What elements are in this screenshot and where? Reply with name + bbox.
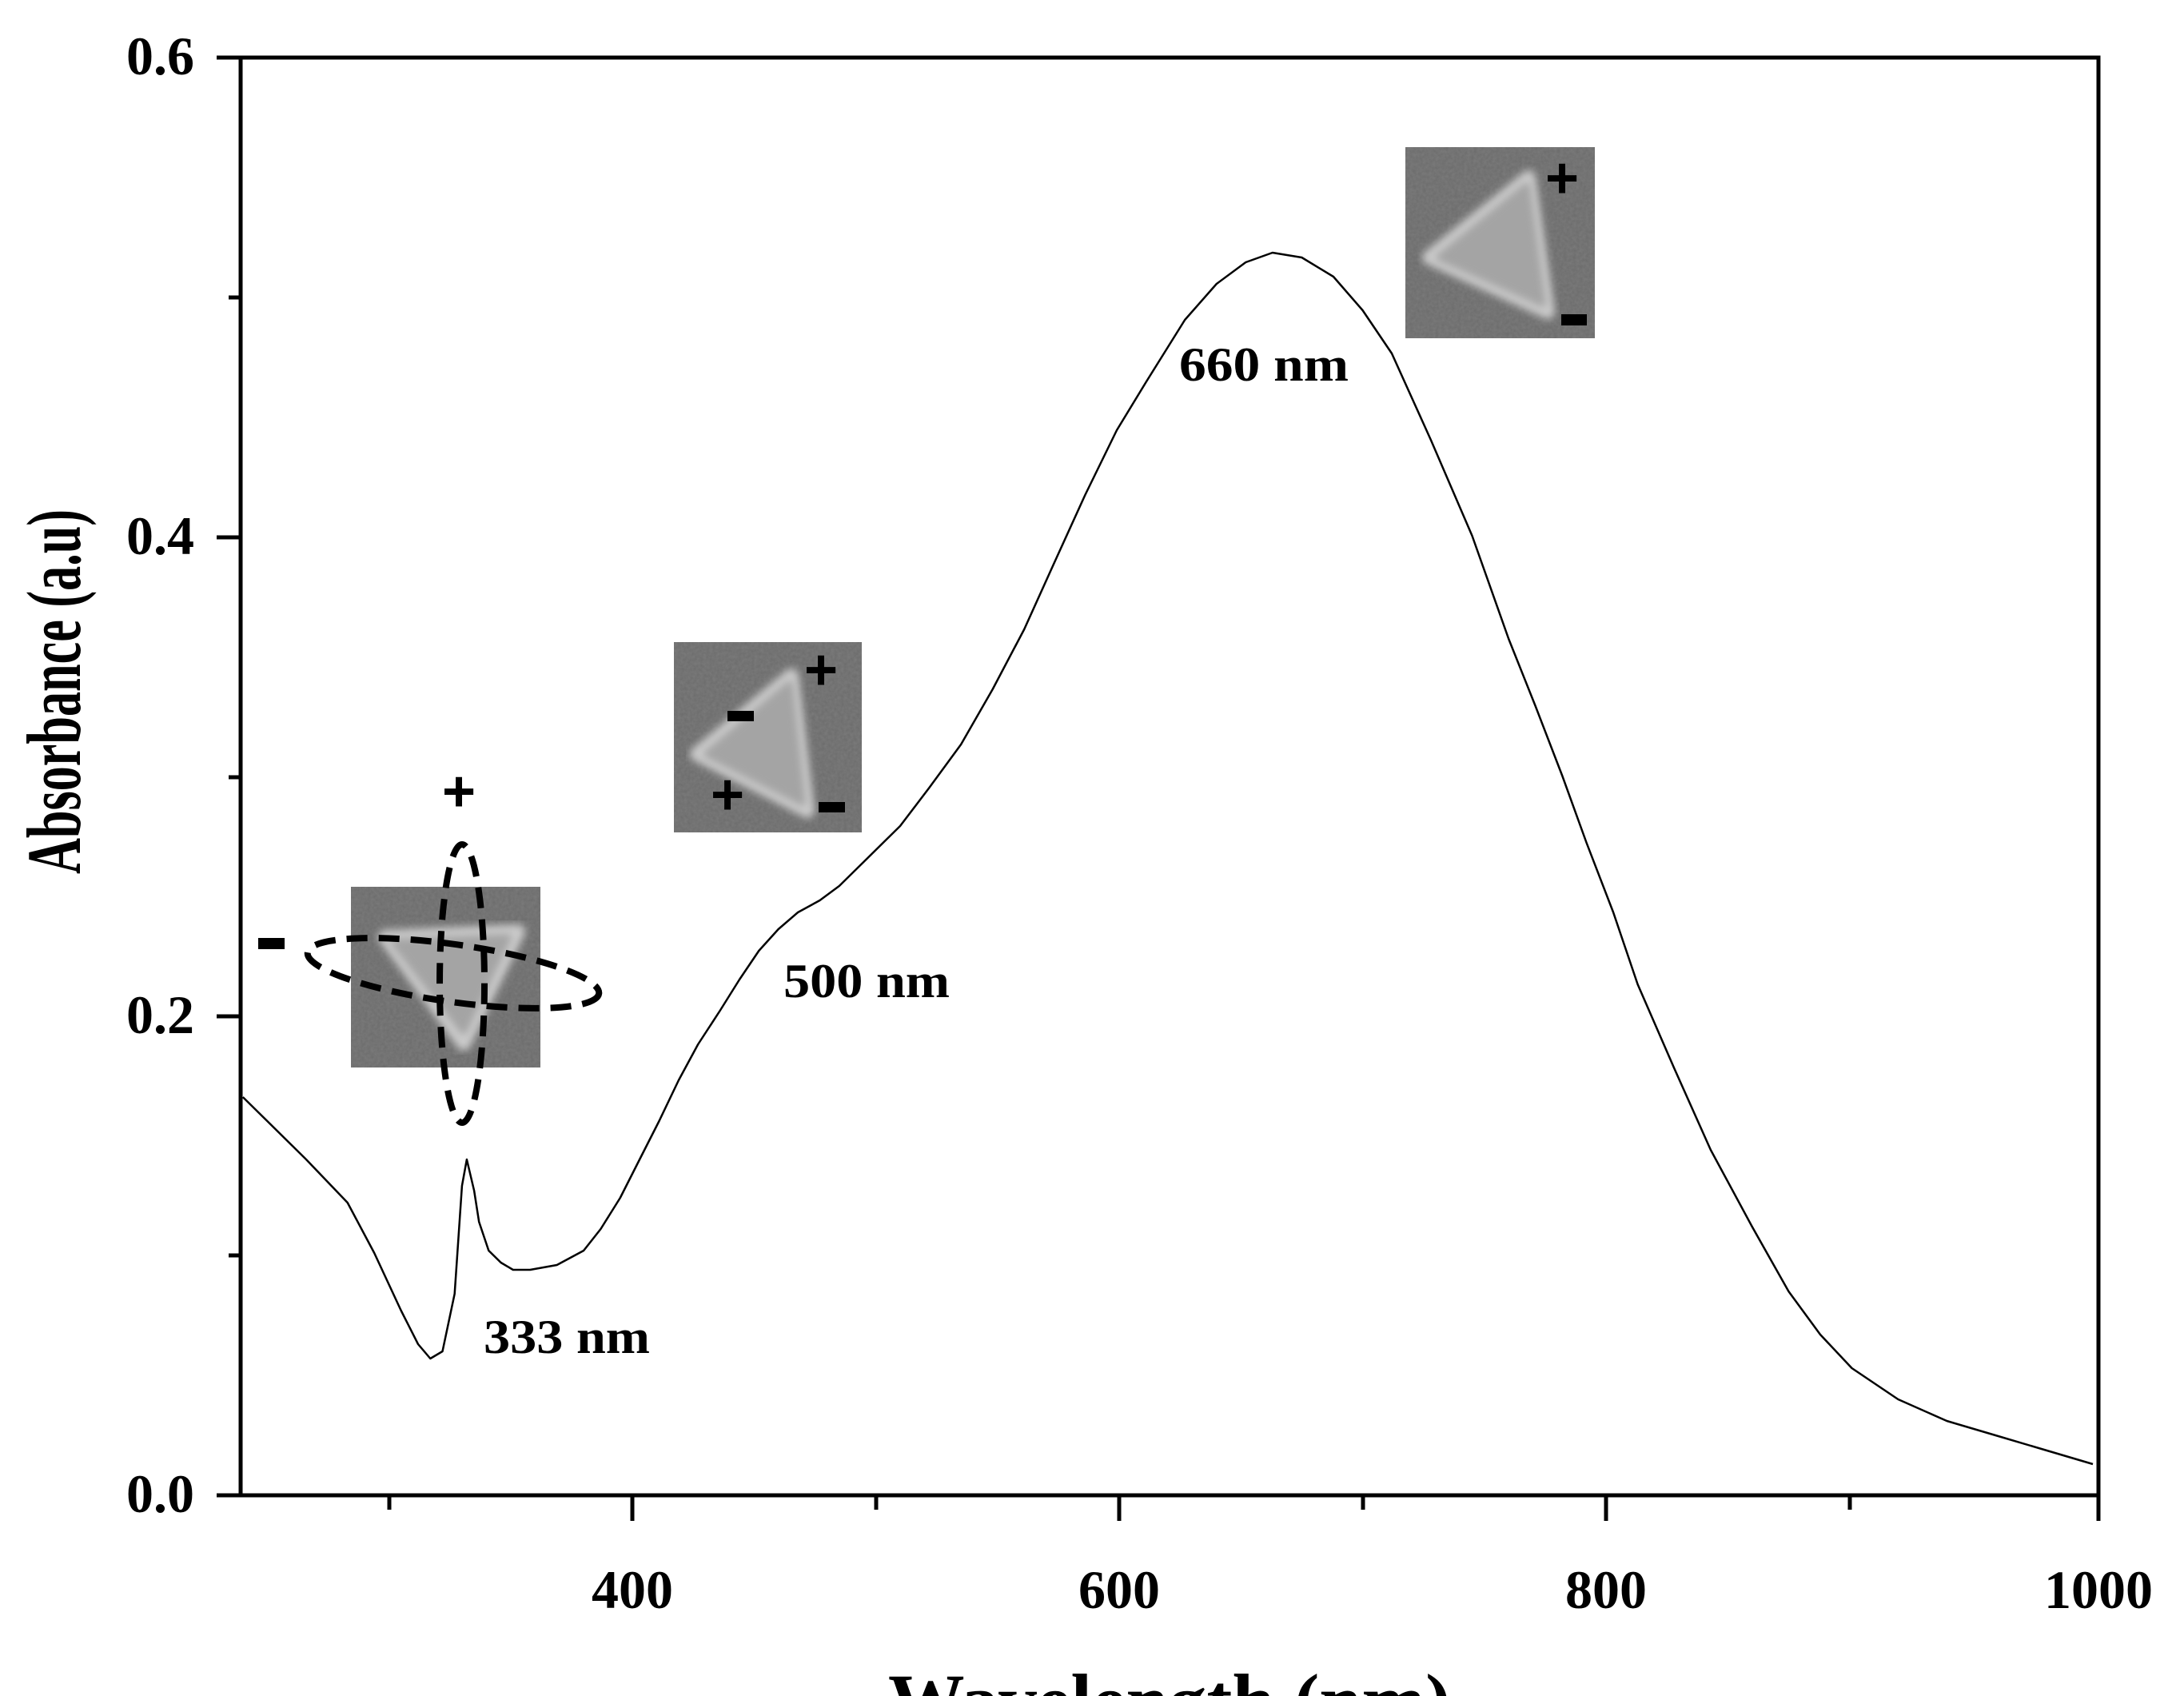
sem-2-charges: + + bbox=[711, 638, 845, 827]
peak-label-660: 660 nm bbox=[1179, 338, 1349, 391]
x-tick-label: 1000 bbox=[2044, 1559, 2153, 1620]
sem-1-charges: + bbox=[258, 760, 476, 949]
sem-inset-3 bbox=[1405, 147, 1595, 338]
horizontal-dipole-ellipse bbox=[304, 935, 603, 1012]
y-axis-title: Absorbance (a.u) bbox=[11, 509, 97, 874]
y-axis bbox=[217, 55, 241, 1498]
absorbance-curve bbox=[241, 251, 2094, 1466]
sem-3-charges: + bbox=[1545, 146, 1587, 325]
x-tick-label: 400 bbox=[592, 1559, 673, 1620]
sem-inset-2 bbox=[674, 642, 862, 832]
peak-label-500: 500 nm bbox=[783, 955, 950, 1008]
peak-label-333: 333 nm bbox=[484, 1311, 650, 1363]
minus-charge-icon bbox=[258, 938, 285, 949]
y-tick-labels: 0.6 0.4 0.2 0.0 bbox=[126, 26, 194, 1524]
x-axis-title: Wavelength (nm) bbox=[888, 1658, 1451, 1696]
sem-inset-1 bbox=[304, 841, 603, 1126]
y-tick-label: 0.0 bbox=[126, 1463, 194, 1524]
plot-frame bbox=[238, 55, 2101, 1498]
minus-charge-icon bbox=[727, 711, 754, 721]
x-tick-label: 600 bbox=[1078, 1559, 1160, 1620]
plus-charge-icon: + bbox=[711, 763, 744, 827]
y-tick-label: 0.2 bbox=[126, 984, 194, 1045]
minus-charge-icon bbox=[1561, 314, 1587, 325]
plus-charge-icon: + bbox=[804, 638, 838, 702]
y-tick-label: 0.4 bbox=[126, 505, 194, 566]
plus-charge-icon: + bbox=[442, 760, 476, 824]
plus-charge-icon: + bbox=[1545, 146, 1579, 210]
x-axis bbox=[387, 1495, 2101, 1521]
minus-charge-icon bbox=[819, 802, 845, 812]
y-tick-label: 0.6 bbox=[126, 26, 194, 86]
x-tick-labels: 400 600 800 1000 bbox=[592, 1559, 2153, 1620]
x-tick-label: 800 bbox=[1565, 1559, 1647, 1620]
vertical-dipole-ellipse bbox=[436, 841, 488, 1126]
